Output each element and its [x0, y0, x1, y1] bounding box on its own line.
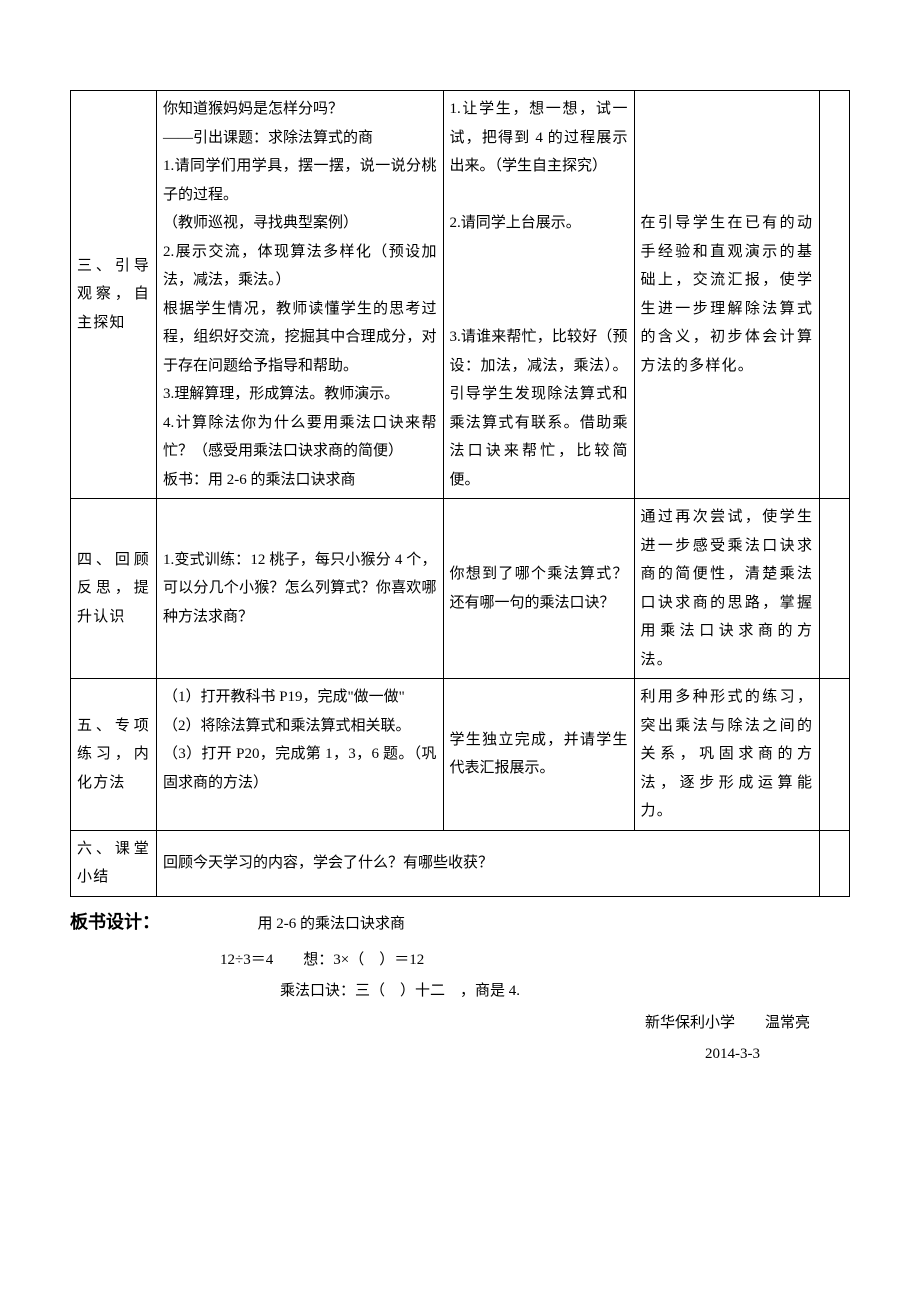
table-row: 六、课堂小结 回顾今天学习的内容，学会了什么？有哪些收获？ — [71, 830, 850, 896]
student-activity: 你想到了哪个乘法算式？还有哪一句的乘法口诀？ — [443, 499, 634, 679]
row-label: 六、课堂小结 — [71, 830, 157, 896]
row-label: 五、专项练习，内化方法 — [71, 679, 157, 831]
row-label: 三、引导观察，自主探知 — [71, 91, 157, 499]
teacher-activity: 你知道猴妈妈是怎样分吗？ ——引出课题：求除法算式的商 1.请同学们用学具，摆一… — [156, 91, 443, 499]
board-design-heading: 板书设计： 用 2-6 的乘法口诀求商 — [70, 905, 850, 939]
lesson-plan-table: 三、引导观察，自主探知 你知道猴妈妈是怎样分吗？ ——引出课题：求除法算式的商 … — [70, 90, 850, 897]
row-label: 四、回顾反思，提升认识 — [71, 499, 157, 679]
teacher-activity: （1）打开教科书 P19，完成"做一做" （2）将除法算式和乘法算式相关联。 （… — [156, 679, 443, 831]
blank-cell — [820, 679, 850, 831]
signature-date: 2014-3-3 — [70, 1039, 850, 1071]
blank-cell — [820, 830, 850, 896]
teacher-activity: 1.变式训练：12 桃子，每只小猴分 4 个，可以分几个小猴？怎么列算式？你喜欢… — [156, 499, 443, 679]
design-intent: 利用多种形式的练习，突出乘法与除法之间的关系，巩固求商的方法，逐步形成运算能力。 — [634, 679, 820, 831]
signature-school: 新华保利小学 温常亮 — [70, 1008, 850, 1040]
board-line-2: 乘法口诀：三（ ）十二 ，商是 4. — [70, 976, 850, 1008]
design-intent: 通过再次尝试，使学生进一步感受乘法口诀求商的简便性，清楚乘法口诀求商的思路，掌握… — [634, 499, 820, 679]
student-activity: 学生独立完成，并请学生代表汇报展示。 — [443, 679, 634, 831]
summary-cell: 回顾今天学习的内容，学会了什么？有哪些收获？ — [156, 830, 819, 896]
blank-cell — [820, 91, 850, 499]
table-row: 三、引导观察，自主探知 你知道猴妈妈是怎样分吗？ ——引出课题：求除法算式的商 … — [71, 91, 850, 499]
student-activity: 1.让学生，想一想，试一试，把得到 4 的过程展示出来。（学生自主探究） 2.请… — [443, 91, 634, 499]
board-label: 板书设计： — [70, 912, 160, 932]
design-intent: 在引导学生在已有的动手经验和直观演示的基础上，交流汇报，使学生进一步理解除法算式… — [634, 91, 820, 499]
blank-cell — [820, 499, 850, 679]
board-line-1: 12÷3＝4 想：3×（ ）＝12 — [70, 945, 850, 977]
board-title: 用 2-6 的乘法口诀求商 — [258, 916, 406, 932]
table-row: 四、回顾反思，提升认识 1.变式训练：12 桃子，每只小猴分 4 个，可以分几个… — [71, 499, 850, 679]
table-row: 五、专项练习，内化方法 （1）打开教科书 P19，完成"做一做" （2）将除法算… — [71, 679, 850, 831]
